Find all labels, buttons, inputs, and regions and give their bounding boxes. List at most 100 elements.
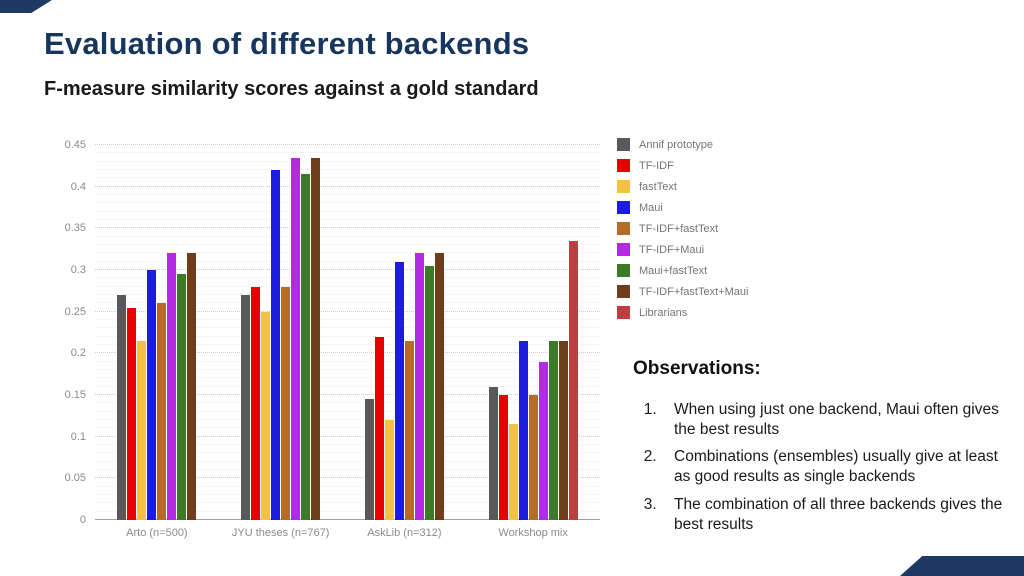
chart-plot-area: 0 0.05 0.1 0.15 0.2 0.25 0.3 0.35 0.4 0.45 Arto (n… xyxy=(65,139,600,539)
legend-item: TF-IDF+Maui xyxy=(617,243,748,256)
bar-group: AskLib (n=312) xyxy=(364,145,444,539)
minor-gridline xyxy=(95,427,600,429)
bar-maui-fasttext xyxy=(177,274,187,520)
bar-maui xyxy=(271,170,281,520)
minor-gridline xyxy=(95,452,600,454)
legend-label: fastText xyxy=(639,180,677,193)
y-axis-tick-label: 0.4 xyxy=(70,180,86,193)
major-gridline: 0.1 xyxy=(71,431,600,443)
bar-tf-idf-fasttext xyxy=(404,340,414,520)
chart-legend: Annif prototype TF-IDF fastText Maui TF-IDF+… xyxy=(617,138,748,319)
y-axis-tick-label: 0 xyxy=(79,514,86,526)
bar-annif-prototype xyxy=(364,399,374,520)
bar-tf-idf-fasttext-maui xyxy=(311,157,321,520)
minor-gridline xyxy=(95,302,600,304)
minor-gridline xyxy=(95,260,600,262)
bar-tf-idf-maui xyxy=(291,157,301,520)
legend-swatch xyxy=(617,159,630,172)
y-axis-tick-label: 0.35 xyxy=(64,222,86,235)
minor-gridline xyxy=(95,194,600,195)
bar-tf-idf-fasttext-maui xyxy=(434,253,444,520)
minor-gridline xyxy=(95,160,600,162)
y-axis-tick-label: 0.1 xyxy=(70,430,86,443)
major-gridline: 0.05 xyxy=(65,472,600,484)
bar-maui xyxy=(518,340,528,520)
bar-maui-fasttext xyxy=(301,174,311,520)
minor-gridline xyxy=(95,285,600,287)
minor-gridline xyxy=(95,152,600,154)
legend-item: TF-IDF xyxy=(617,159,748,172)
minor-gridline xyxy=(95,244,600,245)
legend-swatch xyxy=(617,285,630,298)
minor-gridline xyxy=(95,494,600,495)
legend-item: TF-IDF+fastText+Maui xyxy=(617,285,748,298)
bar-tf-idf xyxy=(374,336,384,520)
bar-tf-idf-fasttext xyxy=(157,303,167,520)
bar-groups: Arto (n=500) JYU theses (n=767) AskLib (n=… xyxy=(95,145,600,539)
bar-fasttext xyxy=(137,340,147,520)
legend-swatch xyxy=(617,222,630,235)
minor-gridline xyxy=(95,485,600,487)
y-axis-tick-label: 0.05 xyxy=(64,472,86,485)
y-axis-tick-label: 0.2 xyxy=(70,347,86,360)
bar-fasttext xyxy=(261,311,271,520)
legend-label: TF-IDF+fastText xyxy=(639,222,719,235)
corner-decoration-top-left xyxy=(0,0,52,13)
y-axis-tick-label: 0.15 xyxy=(64,389,86,401)
legend-item: Annif prototype xyxy=(617,138,748,151)
observation-item: When using just one backend, Maui often … xyxy=(661,400,1017,440)
y-axis-tick-label: 0.3 xyxy=(70,264,86,276)
minor-gridline xyxy=(95,385,600,387)
legend-swatch xyxy=(617,180,630,193)
bar-fasttext xyxy=(384,420,394,520)
x-axis-category-label: Workshop mix xyxy=(498,527,568,539)
legend-swatch xyxy=(617,243,630,256)
minor-gridline xyxy=(95,377,600,379)
x-axis-baseline: 0 xyxy=(80,514,600,526)
minor-gridline xyxy=(95,294,600,295)
minor-gridline xyxy=(95,177,600,179)
bar-tf-idf-fasttext xyxy=(281,286,291,520)
minor-gridline xyxy=(95,252,600,254)
x-axis-category-label: JYU theses (n=767) xyxy=(231,527,330,539)
x-axis-category-label: Arto (n=500) xyxy=(126,527,188,539)
minor-gridline xyxy=(95,502,600,504)
bar-annif-prototype xyxy=(488,386,498,520)
legend-label: Maui xyxy=(639,201,663,214)
minor-gridline xyxy=(95,444,600,445)
bar-tf-idf xyxy=(251,286,261,520)
legend-item: fastText xyxy=(617,180,748,193)
bar-tf-idf-maui xyxy=(167,253,177,520)
minor-gridline xyxy=(95,335,600,337)
observations-heading: Observations: xyxy=(633,358,761,379)
minor-gridline xyxy=(95,319,600,320)
bar-maui xyxy=(394,261,404,520)
minor-gridline xyxy=(95,360,600,362)
legend-label: Annif prototype xyxy=(639,138,713,151)
major-gridline: 0.25 xyxy=(65,306,600,318)
bar-annif-prototype xyxy=(117,295,127,520)
legend-item: Librarians xyxy=(617,306,748,319)
bar-tf-idf-fasttext xyxy=(528,395,538,520)
bar-librarians xyxy=(568,240,578,520)
legend-item: Maui xyxy=(617,201,748,214)
legend-item: TF-IDF+fastText xyxy=(617,222,748,235)
bar-tf-idf-fasttext-maui xyxy=(187,253,197,520)
observation-item: The combination of all three backends gi… xyxy=(661,495,1017,535)
bar-chart: 0 0.05 0.1 0.15 0.2 0.25 0.3 0.35 0.4 0.45 Arto (n… xyxy=(40,128,770,560)
corner-decoration-bottom-right xyxy=(900,556,1024,576)
major-gridline: 0.4 xyxy=(71,181,600,193)
major-gridline: 0.35 xyxy=(65,222,600,234)
bar-maui xyxy=(147,270,157,520)
slide-title: Evaluation of different backends xyxy=(44,26,530,61)
y-axis-tick-label: 0.25 xyxy=(64,305,86,318)
y-axis-tick-label: 0.45 xyxy=(64,139,86,151)
legend-swatch xyxy=(617,306,630,319)
bar-group: Arto (n=500) xyxy=(117,145,197,539)
minor-gridline xyxy=(95,402,600,404)
bar-tf-idf xyxy=(498,395,508,520)
bar-maui-fasttext xyxy=(548,340,558,520)
legend-item: Maui+fastText xyxy=(617,264,748,277)
minor-gridline xyxy=(95,219,600,220)
